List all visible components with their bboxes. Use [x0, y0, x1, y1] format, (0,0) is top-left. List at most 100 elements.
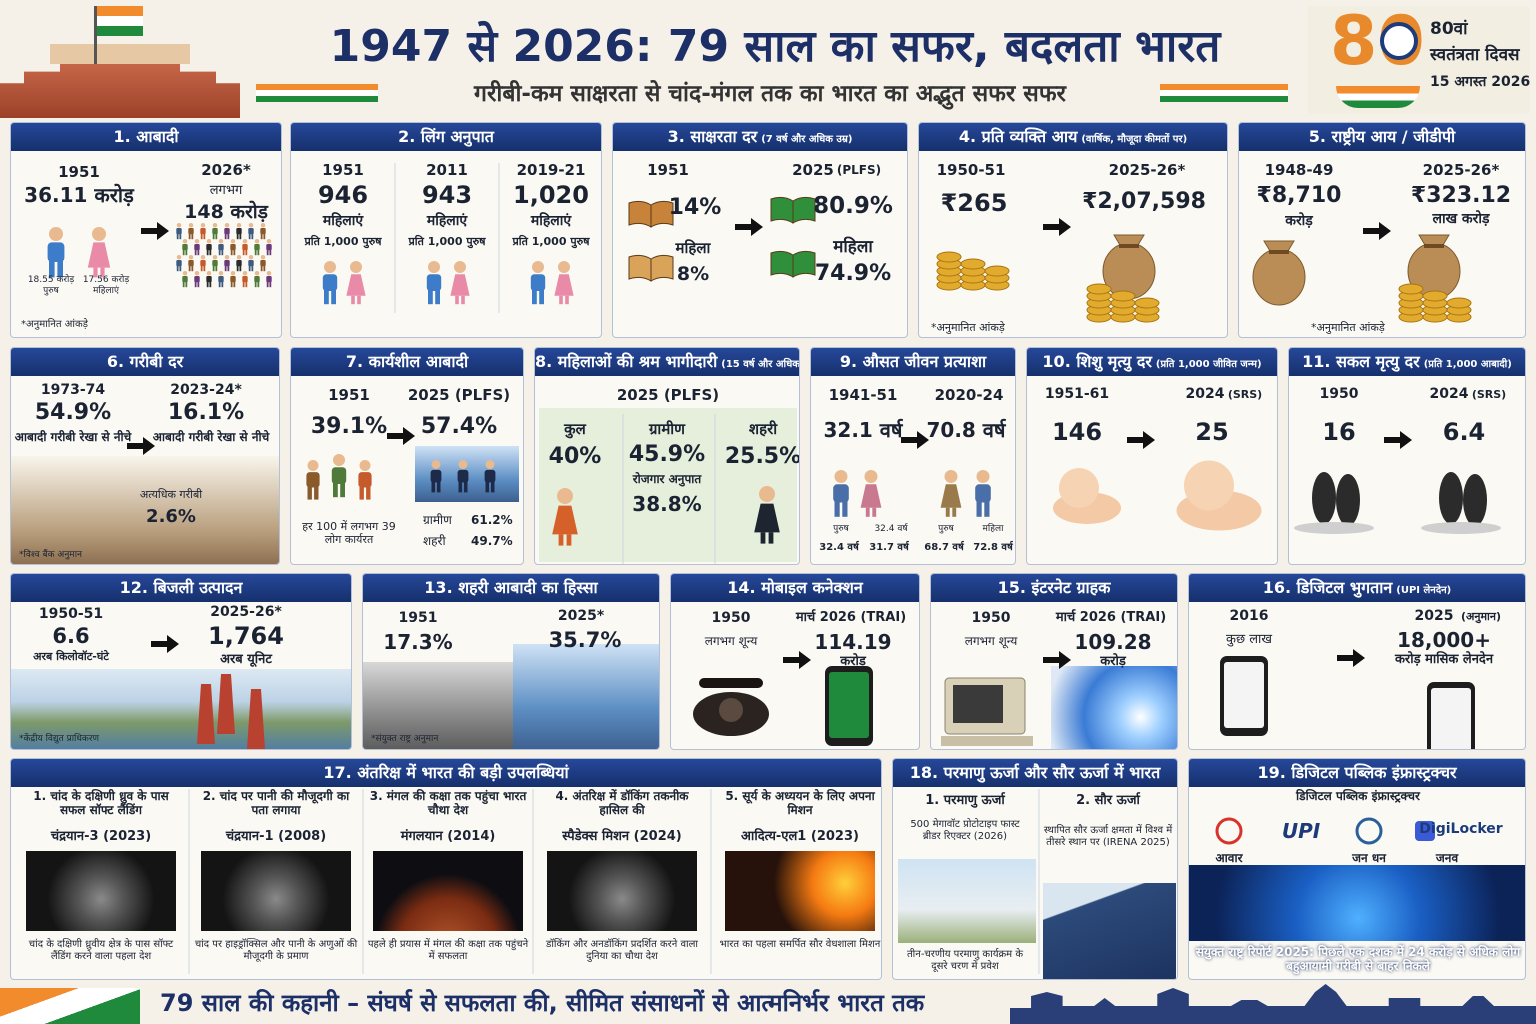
note: *संयुक्त राष्ट्र अनुमान [371, 734, 439, 744]
body [975, 484, 991, 503]
bag-neck [1113, 234, 1145, 246]
badge-swoosh [1336, 86, 1420, 108]
leg [191, 233, 194, 240]
chimney [217, 674, 235, 734]
year: 2025-26* [1422, 161, 1500, 179]
panel-title: 2. लिंग अनुपात [398, 127, 494, 146]
panel-title-note: (15 वर्ष और अधिक उम्र) [721, 359, 800, 370]
desc: स्थापित सौर ऊर्जा क्षमता में विश्व में त… [1043, 825, 1173, 848]
leg [458, 481, 463, 493]
values: 72.8 वर्ष [973, 542, 1013, 553]
panel: 4. प्रति व्यक्ति आय (वार्षिक, मौजूदा कीमत… [918, 122, 1228, 338]
panel: 9. औसत जीवन प्रत्याशा 1941-51 32.1 वर्ष 202… [810, 347, 1016, 565]
photo [725, 851, 875, 931]
leg [182, 249, 185, 256]
panel-header: 7. कार्यशील आबादी [291, 348, 523, 376]
panel-title: 15. इंटरनेट ग्राहक [997, 578, 1111, 597]
year: 2025* [557, 608, 605, 624]
leg [254, 281, 257, 288]
skyline [1010, 984, 1536, 1024]
photo [513, 644, 659, 749]
illustration [693, 651, 873, 746]
bag [1252, 248, 1306, 306]
head [200, 255, 206, 260]
leg [558, 534, 564, 546]
subtitle: डिजिटल पब्लिक इंफ्रास्ट्रक्चर [1296, 789, 1420, 803]
photo [898, 859, 1036, 943]
head [230, 271, 236, 276]
year: 1951 [322, 161, 364, 179]
leg [197, 281, 200, 288]
labels: 32.4 वर्ष [874, 524, 908, 534]
head [260, 223, 266, 228]
value: लगभग शून्य [964, 634, 1018, 648]
coin [936, 251, 962, 263]
source: (SRS) [1471, 388, 1507, 401]
head [266, 239, 272, 244]
source: (अनुमान) [1460, 610, 1502, 623]
leg [221, 281, 224, 288]
leg [435, 289, 440, 305]
head [976, 470, 990, 483]
ratio: 38.8% [632, 492, 702, 516]
head [558, 261, 570, 273]
panel-title-note: (UPI लेनदेन) [1396, 585, 1452, 596]
value: 35.7% [548, 628, 622, 652]
panel-title: 18. परमाणु ऊर्जा और सौर ऊर्जा में भारत [909, 763, 1161, 782]
panel-title: 5. राष्ट्रीय आय / जीडीपी [1308, 127, 1456, 146]
title: 1947 से 2026: 79 साल का सफर, बदलता भारत [329, 21, 1221, 72]
leg [176, 265, 179, 272]
body [182, 275, 188, 283]
value: 39.1% [310, 414, 388, 439]
head [218, 239, 224, 244]
value: 114.19 [814, 630, 892, 654]
leg [566, 534, 572, 546]
head [485, 460, 495, 469]
note: *विश्व बैंक अनुमान [19, 550, 83, 560]
leg [224, 265, 227, 272]
caption: पहले ही प्रयास में मंगल की कक्षा तक पहुं… [367, 939, 529, 962]
panel-title: 9. औसत जीवन प्रत्याशा [839, 352, 987, 371]
panel-title-note: (वार्षिक, मौजूदा कीमतों पर) [1081, 134, 1188, 145]
photo [547, 851, 697, 931]
leg [200, 233, 203, 240]
bag-tie [1119, 244, 1139, 248]
arrow [1384, 431, 1412, 449]
panel-header: 6. गरीबी दर [11, 348, 279, 376]
head [260, 255, 266, 260]
dress [450, 274, 470, 296]
coin [1110, 290, 1136, 302]
leg [221, 249, 224, 256]
panel: 8. महिलाओं की श्रम भागीदारी (15 वर्ष और अ… [534, 347, 800, 565]
leg [324, 289, 329, 305]
leg [331, 289, 336, 305]
heading: 2. सौर ऊर्जा [1076, 793, 1140, 808]
panel: 7. कार्यशील आबादी 1951 39.1% हर 100 में लगभ… [290, 347, 524, 565]
leg [179, 233, 182, 240]
leg [565, 295, 569, 305]
panel-header: 15. इंटरनेट ग्राहक [931, 574, 1177, 602]
illustration [1215, 817, 1435, 845]
body [242, 243, 248, 251]
leg [209, 281, 212, 288]
rural: 45.9% [628, 442, 706, 467]
year: 2026* [201, 161, 251, 179]
body [236, 227, 242, 235]
head [254, 271, 260, 276]
head [230, 239, 236, 244]
photo [26, 851, 176, 931]
arrow [151, 635, 179, 653]
panel-title-note: (प्रति 1,000 आबादी) [1423, 359, 1512, 370]
value: 16 [1322, 418, 1356, 446]
labels: पुरुष [833, 524, 849, 534]
panel-header: 18. परमाणु ऊर्जा और सौर ऊर्जा में भारत [893, 759, 1177, 787]
chimney [247, 689, 265, 749]
head [350, 261, 362, 273]
photo [1043, 883, 1176, 979]
leg [230, 281, 233, 288]
year: 2016 [1229, 608, 1269, 624]
foot [1463, 474, 1487, 526]
book-page [650, 200, 674, 228]
urban: 25.5% [724, 444, 800, 469]
leg [245, 249, 248, 256]
